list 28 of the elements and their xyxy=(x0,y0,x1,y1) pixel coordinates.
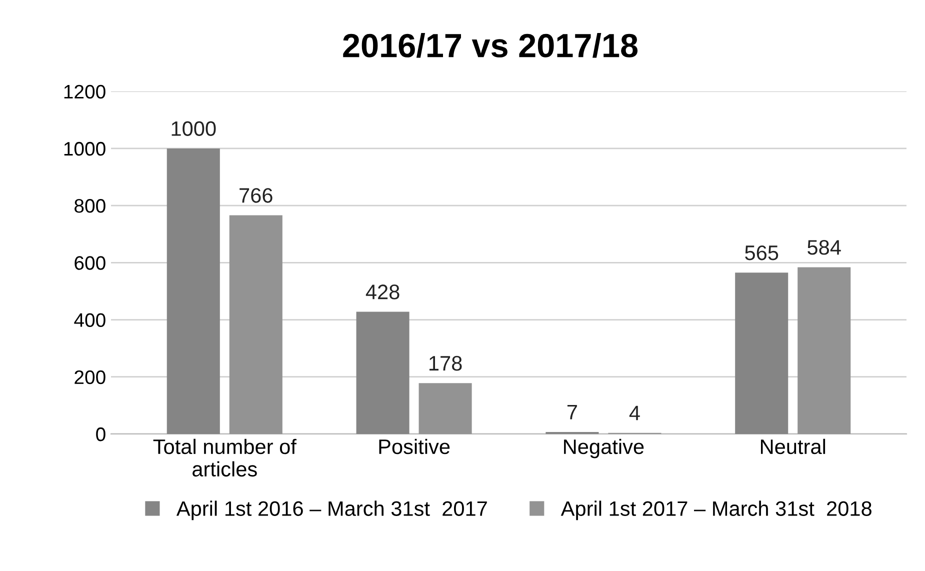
data-label: 178 xyxy=(430,356,462,371)
legend-label: April 1st 2016 – March 31st 2017 xyxy=(176,500,487,520)
y-tick-label: 400 xyxy=(74,313,106,327)
bar xyxy=(229,215,282,434)
data-label: 4 xyxy=(629,406,640,420)
data-label: 584 xyxy=(808,240,841,255)
y-tick-label: 200 xyxy=(74,370,106,384)
data-label: 766 xyxy=(240,188,272,203)
x-tick-label: Negative xyxy=(564,438,644,458)
data-label: 428 xyxy=(366,284,400,300)
bar xyxy=(166,148,220,434)
y-tick-label: 600 xyxy=(74,256,106,270)
bar xyxy=(735,272,788,434)
data-label: 7 xyxy=(567,404,577,420)
y-tick-label: 1000 xyxy=(64,142,106,156)
chart-title: 2016/17 vs 2017/18 xyxy=(343,32,638,58)
x-tick-label: Positive xyxy=(379,438,450,454)
y-tick-label: 0 xyxy=(96,427,106,442)
data-label: 565 xyxy=(745,245,778,260)
bar xyxy=(418,383,472,434)
bar xyxy=(798,267,851,434)
y-tick-label: 800 xyxy=(74,199,106,213)
x-tick-label: Neutral xyxy=(760,438,826,454)
x-tick-label: Total number of articles xyxy=(153,438,296,477)
y-tick-label: 1200 xyxy=(64,84,106,99)
bar xyxy=(356,312,410,434)
legend-label: April 1st 2017 – March 31st 2018 xyxy=(560,500,872,520)
data-label: 1000 xyxy=(172,121,216,136)
